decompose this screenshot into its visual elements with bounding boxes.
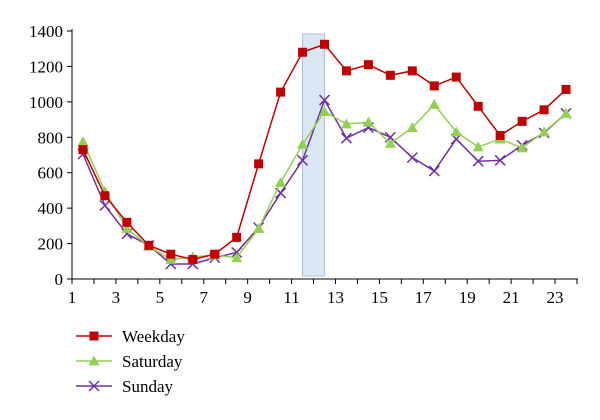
data-point-weekday bbox=[78, 145, 88, 155]
data-point-saturday bbox=[560, 107, 572, 118]
data-point-sunday bbox=[340, 132, 352, 144]
data-point-sunday bbox=[494, 154, 506, 166]
data-point-weekday bbox=[166, 249, 176, 259]
marker-x-stroke bbox=[428, 165, 440, 177]
data-point-saturday bbox=[516, 142, 528, 153]
data-point-weekday bbox=[122, 217, 132, 227]
x-tick-label: 1 bbox=[68, 288, 77, 307]
data-point-saturday bbox=[319, 106, 330, 116]
y-tick-label: 800 bbox=[38, 128, 64, 147]
legend-label-weekday: Weekday bbox=[122, 327, 185, 346]
data-point-weekday bbox=[320, 39, 329, 49]
data-point-saturday bbox=[538, 126, 550, 137]
highlight-band bbox=[302, 33, 326, 277]
x-tick-label: 9 bbox=[243, 288, 252, 307]
data-point-saturday bbox=[384, 137, 396, 148]
data-point-saturday bbox=[297, 138, 309, 149]
marker-x-stroke bbox=[406, 152, 418, 164]
data-point-sunday bbox=[406, 152, 418, 164]
data-point-saturday bbox=[472, 141, 484, 152]
data-point-saturday bbox=[450, 126, 462, 137]
x-tick-label: 21 bbox=[503, 288, 520, 307]
data-point-weekday bbox=[254, 159, 264, 169]
y-tick-label: 600 bbox=[38, 164, 64, 183]
series-layer bbox=[77, 39, 572, 270]
x-tick-label: 15 bbox=[371, 288, 388, 307]
data-point-saturday bbox=[428, 99, 440, 109]
legend-marker-saturday bbox=[88, 355, 100, 366]
data-point-weekday bbox=[144, 240, 154, 250]
x-tick-label: 13 bbox=[327, 288, 344, 307]
marker-x-stroke bbox=[99, 199, 111, 212]
x-tick-label: 3 bbox=[112, 288, 121, 307]
y-tick-label: 200 bbox=[38, 235, 64, 254]
data-point-weekday bbox=[363, 60, 373, 70]
data-point-weekday bbox=[385, 70, 395, 80]
marker-x-stroke bbox=[472, 155, 484, 167]
data-point-weekday bbox=[341, 66, 351, 76]
data-point-weekday bbox=[539, 105, 549, 115]
marker-x-stroke bbox=[88, 380, 100, 392]
marker-x-stroke bbox=[340, 132, 352, 144]
data-point-sunday bbox=[99, 199, 111, 212]
data-point-weekday bbox=[210, 249, 220, 259]
marker-x-stroke bbox=[275, 187, 287, 199]
legend-item-sunday: Sunday bbox=[76, 377, 174, 396]
y-tick-label: 400 bbox=[38, 199, 64, 218]
legend-item-saturday: Saturday bbox=[76, 352, 183, 371]
data-point-sunday bbox=[472, 155, 484, 167]
data-point-weekday bbox=[451, 72, 461, 82]
data-point-saturday bbox=[362, 116, 374, 127]
data-point-weekday bbox=[100, 191, 110, 201]
marker-x-stroke bbox=[494, 154, 506, 166]
data-point-weekday bbox=[473, 101, 483, 111]
x-tick-label: 19 bbox=[459, 288, 476, 307]
series-weekday bbox=[78, 39, 571, 265]
data-point-weekday bbox=[429, 81, 439, 91]
legend-marker-weekday bbox=[89, 331, 99, 341]
data-point-saturday bbox=[77, 136, 89, 147]
x-tick-label: 11 bbox=[283, 288, 299, 307]
marker-x-stroke bbox=[297, 154, 309, 166]
y-tick-label: 1200 bbox=[29, 57, 63, 76]
marker-x-stroke bbox=[318, 94, 331, 106]
legend-marker-sunday bbox=[88, 380, 100, 392]
data-point-weekday bbox=[495, 131, 505, 141]
data-point-sunday bbox=[297, 154, 309, 166]
x-tick-label: 23 bbox=[547, 288, 564, 307]
y-tick-label: 1000 bbox=[29, 93, 63, 112]
data-point-weekday bbox=[232, 232, 242, 242]
data-point-weekday bbox=[561, 84, 571, 94]
y-tick-label: 0 bbox=[55, 270, 64, 289]
data-point-saturday bbox=[406, 122, 418, 132]
data-point-saturday bbox=[165, 254, 177, 264]
data-point-saturday bbox=[340, 118, 352, 129]
highlight-band-layer bbox=[302, 33, 326, 277]
x-tick-label: 7 bbox=[199, 288, 208, 307]
series-saturday bbox=[77, 99, 572, 264]
legend-item-weekday: Weekday bbox=[76, 327, 185, 346]
x-tick-label: 5 bbox=[156, 288, 165, 307]
y-tick-label: 1400 bbox=[29, 22, 63, 41]
data-point-saturday bbox=[231, 252, 243, 263]
x-tick-label: 17 bbox=[415, 288, 433, 307]
data-point-sunday bbox=[318, 94, 331, 106]
legend-label-sunday: Sunday bbox=[122, 377, 174, 396]
data-point-saturday bbox=[121, 223, 133, 233]
legend-label-saturday: Saturday bbox=[122, 352, 183, 371]
data-point-weekday bbox=[298, 47, 308, 57]
data-point-weekday bbox=[276, 87, 286, 97]
data-point-saturday bbox=[275, 176, 287, 187]
legend: Weekday Saturday Sunday bbox=[76, 327, 185, 396]
data-point-weekday bbox=[188, 255, 198, 265]
data-point-saturday bbox=[253, 223, 265, 233]
data-point-weekday bbox=[517, 116, 527, 126]
data-point-weekday bbox=[407, 66, 417, 76]
data-point-sunday bbox=[428, 165, 440, 177]
